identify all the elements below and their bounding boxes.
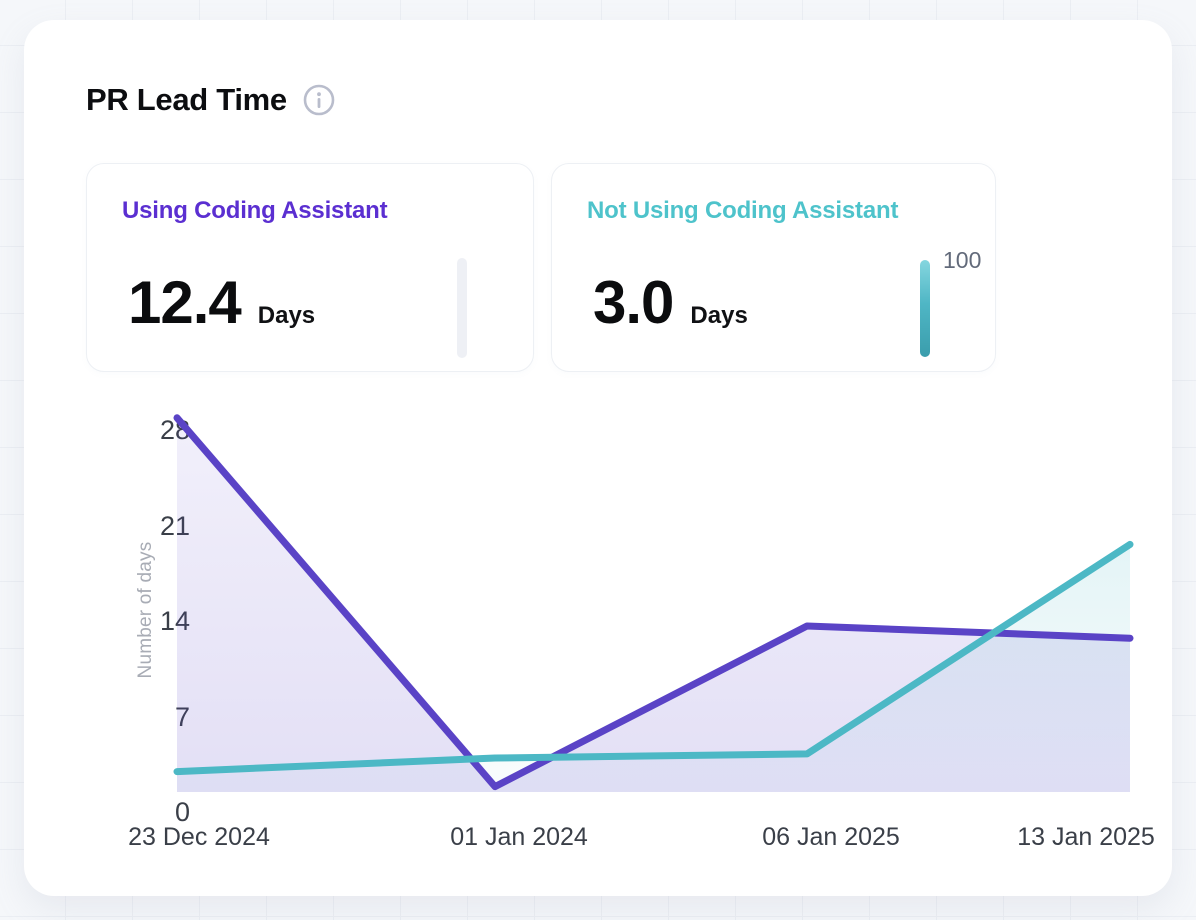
page-title: PR Lead Time	[86, 82, 287, 117]
x-tick-0: 23 Dec 2024	[128, 823, 270, 851]
y-tick-28: 28	[159, 415, 190, 445]
y-tick-0: 0	[174, 797, 190, 827]
info-icon[interactable]	[303, 84, 335, 116]
stat-unit: Days	[257, 302, 316, 329]
stat-value-row: 12.4 Days	[128, 273, 315, 333]
x-tick-3: 13 Jan 2025	[1017, 823, 1155, 851]
x-tick-1: 01 Jan 2024	[450, 823, 588, 851]
y-axis-label: Number of days	[135, 541, 156, 679]
gauge-max-label: 100	[943, 247, 982, 273]
gauge-bar-filled	[920, 260, 930, 357]
stat-card-not-using-assistant: Not Using Coding Assistant 3.0 Days 100	[551, 163, 996, 372]
stat-unit: Days	[690, 302, 748, 329]
card-header: PR Lead Time	[86, 82, 335, 118]
pr-lead-time-card: PR Lead Time Using Coding Assistant 12.4…	[24, 20, 1172, 896]
stat-value: 12.4	[128, 269, 242, 336]
y-tick-21: 21	[159, 511, 190, 541]
x-tick-2: 06 Jan 2025	[762, 823, 900, 851]
stat-label: Using Coding Assistant	[122, 197, 388, 224]
stat-label: Not Using Coding Assistant	[587, 197, 899, 224]
stat-card-using-assistant: Using Coding Assistant 12.4 Days	[86, 163, 534, 372]
stat-value: 3.0	[593, 269, 674, 336]
stat-value-row: 3.0 Days	[593, 273, 748, 333]
y-tick-7: 7	[174, 702, 190, 732]
gauge-bar-empty	[457, 258, 467, 358]
